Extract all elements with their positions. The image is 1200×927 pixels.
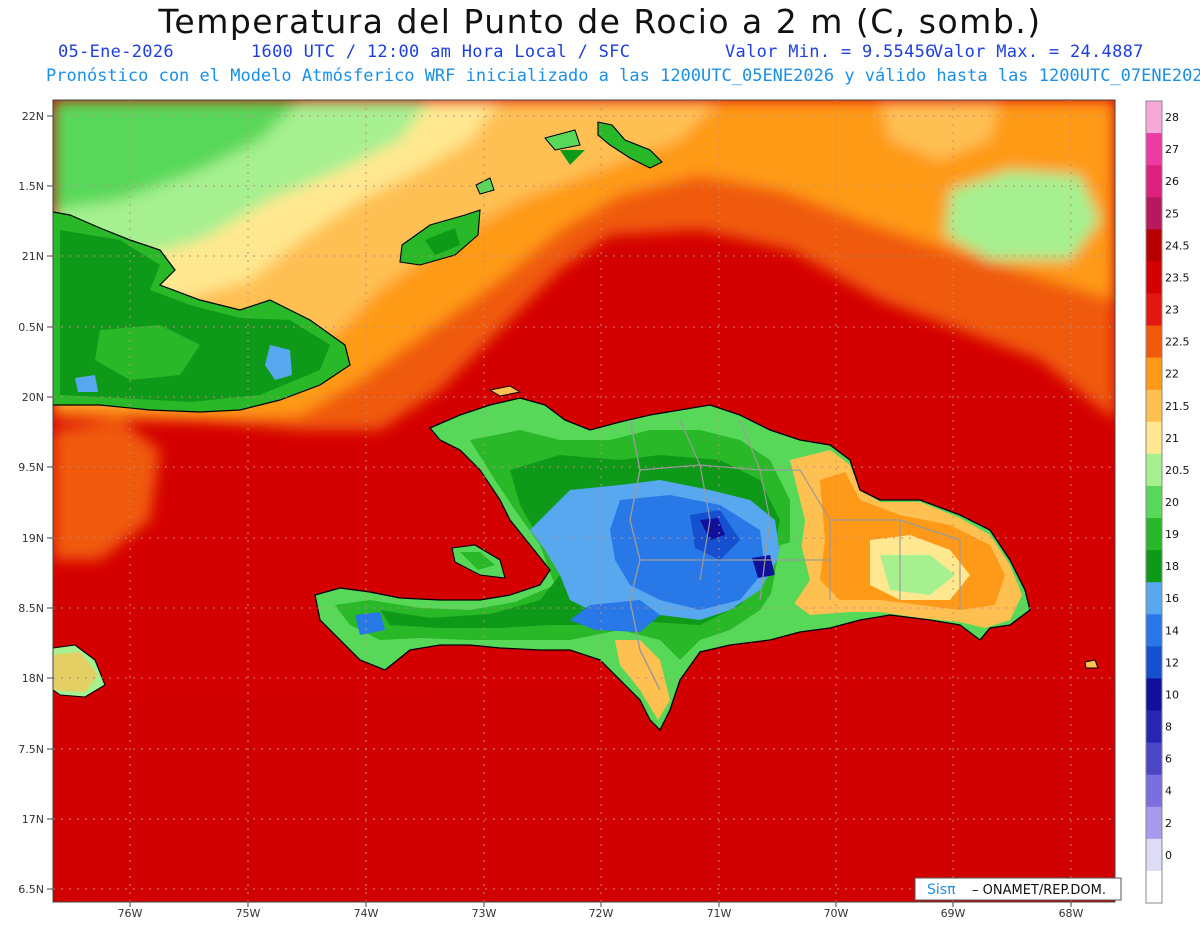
lat-label: 0.5N: [18, 321, 44, 334]
colorbar-swatch: [1146, 485, 1162, 519]
time-label: 1600 UTC / 12:00 am Hora Local / SFC: [251, 42, 631, 62]
colorbar-frame: [1145, 100, 1163, 904]
colorbar-swatch: [1146, 582, 1162, 615]
puerto-rico-west: [1084, 659, 1099, 669]
colorbar-level-label: 2: [1165, 817, 1172, 830]
colorbar-level-label: 20: [1165, 496, 1179, 509]
map-title: Temperatura del Punto de Rocio a 2 m (C,…: [158, 2, 1042, 41]
colorbar-level-label: 25: [1165, 207, 1179, 220]
colorbar-swatch: [1146, 710, 1162, 744]
colorbar-level-label: 23.5: [1165, 271, 1190, 284]
lon-label: 68W: [1059, 907, 1084, 920]
colorbar-legend: 2827262524.523.52322.52221.52120.5201918…: [1145, 100, 1190, 904]
date-label: 05-Ene-2026: [58, 42, 174, 62]
lon-label: 71W: [707, 907, 732, 920]
colorbar-swatch: [1146, 293, 1162, 327]
colorbar-swatch: [1146, 197, 1162, 230]
colorbar-swatch: [1146, 357, 1162, 391]
jamaica-landmass: [53, 644, 106, 698]
map-field: [53, 100, 1115, 902]
colorbar-swatch: [1146, 101, 1162, 134]
lat-label: 18N: [22, 672, 44, 685]
lon-label: 74W: [354, 907, 379, 920]
colorbar-level-label: 19: [1165, 528, 1179, 541]
colorbar-swatch: [1146, 453, 1162, 487]
colorbar-swatch: [1146, 614, 1162, 647]
colorbar-level-label: 23: [1165, 304, 1179, 317]
longitude-ticks: [129, 902, 1072, 907]
min-value-label: Valor Min. = 9.55456: [725, 42, 936, 62]
lat-label: 19N: [22, 532, 44, 545]
colorbar-swatch: [1146, 421, 1162, 455]
colorbar-level-label: 26: [1165, 175, 1179, 188]
colorbar-swatch: [1146, 870, 1162, 904]
colorbar-level-label: 21.5: [1165, 400, 1190, 413]
colorbar-swatch: [1146, 742, 1162, 776]
lat-label: 6.5N: [18, 883, 44, 896]
colorbar-swatch: [1146, 261, 1162, 294]
colorbar-level-label: 22: [1165, 368, 1179, 381]
gonave-island: [451, 544, 506, 579]
colorbar-level-label: 0: [1165, 849, 1172, 862]
lat-label: 7.5N: [18, 743, 44, 756]
colorbar-level-label: 21: [1165, 432, 1179, 445]
colorbar-level-label: 24.5: [1165, 239, 1190, 252]
longitude-axis: 76W 75W 74W 73W 72W 71W 70W 69W 68W: [118, 907, 1084, 920]
colorbar-swatch: [1146, 550, 1162, 583]
colorbar-level-label: 18: [1165, 560, 1179, 573]
credit-box: Sisπ – ONAMET/REP.DOM.: [914, 877, 1122, 901]
lon-label: 76W: [118, 907, 143, 920]
colorbar-swatch: [1146, 325, 1162, 359]
colorbar-level-label: 28: [1165, 111, 1179, 124]
colorbar-swatch: [1146, 838, 1162, 872]
colorbar-swatch: [1146, 389, 1162, 423]
colorbar-level-label: 4: [1165, 785, 1172, 798]
lon-label: 75W: [236, 907, 261, 920]
cuba-landmass: [53, 211, 351, 413]
colorbar-swatch: [1146, 229, 1162, 262]
colorbar-level-label: 20.5: [1165, 464, 1190, 477]
colorbar-level-label: 16: [1165, 592, 1179, 605]
colorbar-level-label: 10: [1165, 688, 1179, 701]
credit-brand: Sisπ: [927, 882, 956, 898]
colorbar-swatch: [1146, 646, 1162, 679]
model-info-label: Pronóstico con el Modelo Atmósferico WRF…: [46, 66, 1200, 86]
colorbar-swatch: [1146, 133, 1162, 166]
lon-label: 72W: [589, 907, 614, 920]
colorbar-swatch: [1146, 774, 1162, 808]
graticule: [53, 100, 1115, 902]
lat-label: 21N: [22, 250, 44, 263]
latitude-axis: 22N 1.5N 21N 0.5N 20N 9.5N 19N 8.5N 18N …: [18, 110, 44, 896]
colorbar-swatch: [1146, 806, 1162, 840]
latitude-ticks: [47, 115, 53, 890]
plot-frame: [52, 99, 1116, 903]
colorbar-level-label: 22.5: [1165, 336, 1190, 349]
lat-label: 22N: [22, 110, 44, 123]
hispaniola-landmass: [314, 397, 1031, 732]
lat-label: 17N: [22, 813, 44, 826]
tortuga-island: [488, 385, 522, 397]
lat-label: 1.5N: [18, 180, 44, 193]
colorbar-level-label: 14: [1165, 624, 1179, 637]
colorbar-level-label: 6: [1165, 753, 1172, 766]
max-value-label: Valor Max. = 24.4887: [933, 42, 1144, 62]
credit-text: – ONAMET/REP.DOM.: [972, 883, 1106, 898]
lat-label: 8.5N: [18, 602, 44, 615]
lon-label: 73W: [472, 907, 497, 920]
colorbar-level-label: 8: [1165, 721, 1172, 734]
colorbar-swatch: [1146, 678, 1162, 712]
lat-label: 20N: [22, 391, 44, 404]
lon-label: 70W: [824, 907, 849, 920]
lon-label: 69W: [941, 907, 966, 920]
colorbar-level-label: 12: [1165, 656, 1179, 669]
lat-label: 9.5N: [18, 461, 44, 474]
colorbar-level-label: 27: [1165, 143, 1179, 156]
colorbar-swatch: [1146, 518, 1162, 551]
colorbar-swatch: [1146, 165, 1162, 198]
